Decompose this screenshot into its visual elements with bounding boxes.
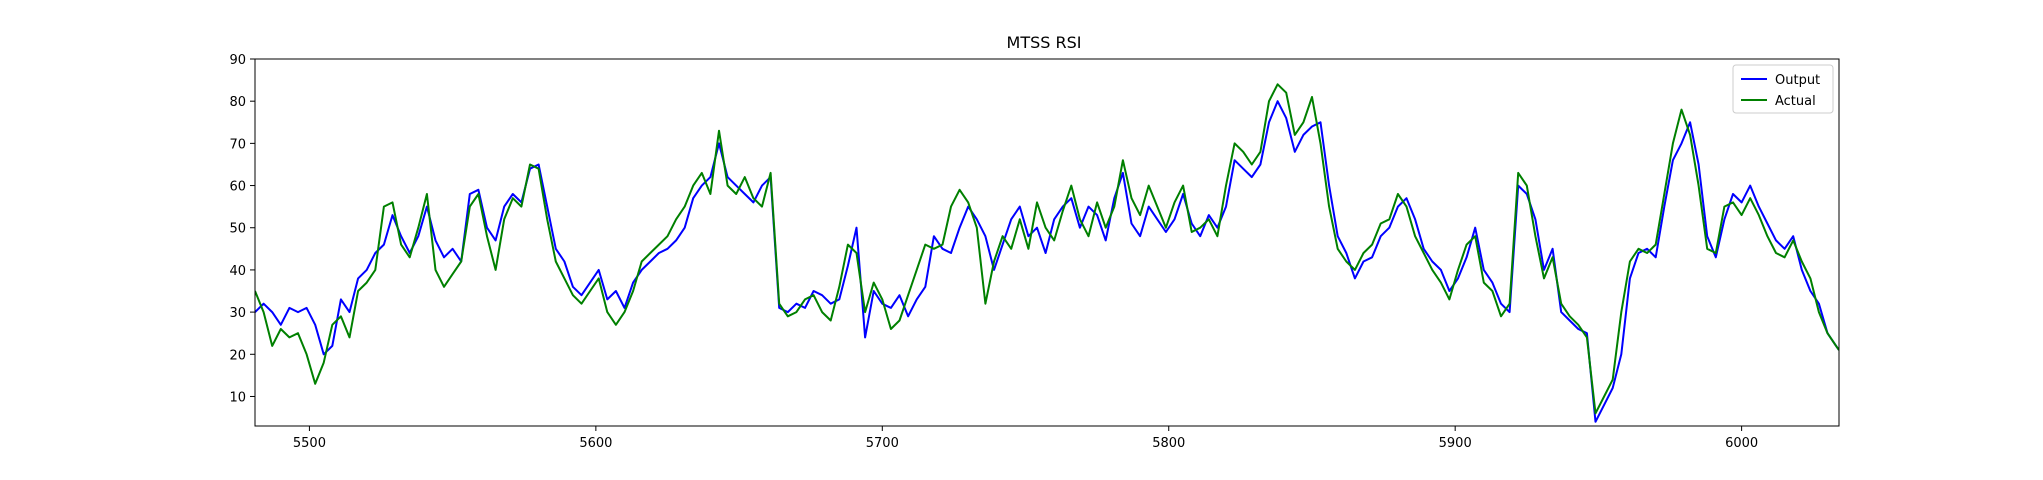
y-tick-label: 20 — [229, 348, 246, 363]
x-tick-label: 5800 — [1152, 436, 1185, 451]
legend-label-output: Output — [1775, 73, 1820, 88]
y-tick-label: 70 — [229, 137, 246, 152]
x-tick-label: 5600 — [579, 436, 612, 451]
y-tick-label: 10 — [229, 390, 246, 405]
x-tick-label: 6000 — [1725, 436, 1758, 451]
y-tick-label: 40 — [229, 264, 246, 279]
legend: Output Actual — [1732, 64, 1834, 114]
chart-title: MTSS RSI — [1007, 33, 1082, 52]
y-tick-label: 30 — [229, 306, 246, 321]
x-tick-label: 5700 — [866, 436, 899, 451]
x-tick-label: 5900 — [1439, 436, 1472, 451]
series-line-actual — [255, 83, 1839, 415]
y-tick-label: 90 — [229, 53, 246, 68]
legend-label-actual: Actual — [1775, 94, 1816, 109]
axes-frame — [254, 58, 1840, 427]
series-line-output — [255, 100, 1839, 423]
x-tick-label: 5500 — [293, 436, 326, 451]
y-tick-label: 50 — [229, 222, 246, 237]
plot-area: 5500 5600 5700 5800 5900 6000 10 20 30 40 50 60 70 80… — [229, 53, 1840, 451]
y-tick-label: 80 — [229, 95, 246, 110]
y-tick-label: 60 — [229, 180, 246, 195]
